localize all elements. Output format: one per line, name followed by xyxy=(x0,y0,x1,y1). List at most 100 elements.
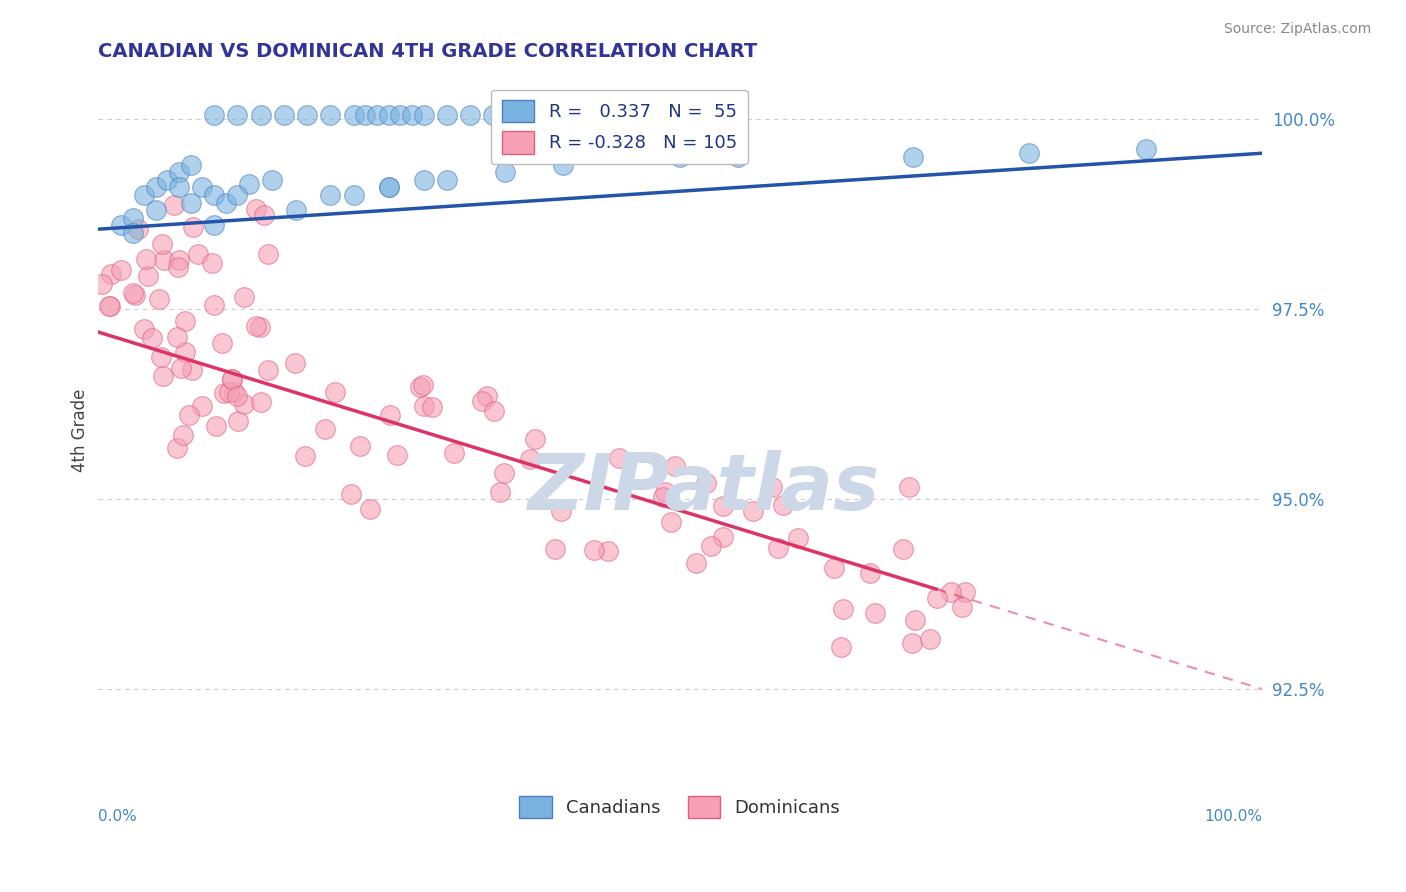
Y-axis label: 4th Grade: 4th Grade xyxy=(72,389,89,473)
Point xyxy=(340,487,363,501)
Point xyxy=(135,252,157,266)
Point xyxy=(238,177,260,191)
Point xyxy=(727,150,749,164)
Point xyxy=(489,485,512,500)
Point xyxy=(553,108,575,122)
Point xyxy=(191,180,214,194)
Point xyxy=(110,219,132,233)
Point xyxy=(359,502,381,516)
Point xyxy=(711,499,734,513)
Text: ZIPatlas: ZIPatlas xyxy=(527,450,879,525)
Point xyxy=(170,360,193,375)
Point xyxy=(202,219,225,233)
Point xyxy=(121,226,143,240)
Point xyxy=(222,384,245,399)
Point xyxy=(659,515,682,529)
Point xyxy=(742,504,765,518)
Point xyxy=(150,350,173,364)
Point xyxy=(221,372,243,386)
Point xyxy=(191,399,214,413)
Point xyxy=(645,108,668,122)
Point xyxy=(152,369,174,384)
Point xyxy=(471,393,494,408)
Point xyxy=(100,267,122,281)
Point xyxy=(215,195,238,210)
Point xyxy=(343,108,366,122)
Point xyxy=(173,314,195,328)
Point xyxy=(180,158,202,172)
Point xyxy=(284,203,307,218)
Point xyxy=(412,378,434,392)
Point xyxy=(598,544,620,558)
Text: Source: ZipAtlas.com: Source: ZipAtlas.com xyxy=(1223,22,1371,37)
Point xyxy=(136,269,159,284)
Point xyxy=(232,397,254,411)
Point xyxy=(772,498,794,512)
Point xyxy=(830,640,852,654)
Point xyxy=(377,108,399,122)
Point xyxy=(475,389,498,403)
Point xyxy=(273,108,295,122)
Point xyxy=(294,449,316,463)
Point xyxy=(529,108,551,122)
Point xyxy=(204,298,226,312)
Point xyxy=(950,600,973,615)
Point xyxy=(166,260,188,274)
Point xyxy=(898,480,921,494)
Point xyxy=(378,408,401,422)
Text: 100.0%: 100.0% xyxy=(1204,809,1263,824)
Point xyxy=(163,198,186,212)
Point xyxy=(323,385,346,400)
Point xyxy=(904,613,927,627)
Point xyxy=(436,108,458,122)
Point xyxy=(524,432,547,446)
Point xyxy=(226,414,249,428)
Point xyxy=(121,211,143,225)
Point xyxy=(669,150,692,164)
Point xyxy=(201,256,224,270)
Point xyxy=(901,150,924,164)
Point xyxy=(127,222,149,236)
Point xyxy=(166,330,188,344)
Point xyxy=(366,108,388,122)
Point xyxy=(349,439,371,453)
Point xyxy=(187,247,209,261)
Point xyxy=(314,422,336,436)
Point xyxy=(1018,146,1040,161)
Point xyxy=(150,237,173,252)
Point xyxy=(863,606,886,620)
Point xyxy=(156,173,179,187)
Point xyxy=(343,188,366,202)
Point xyxy=(506,108,529,122)
Point xyxy=(167,165,190,179)
Point xyxy=(685,556,707,570)
Point xyxy=(205,418,228,433)
Point xyxy=(1135,143,1157,157)
Point xyxy=(482,403,505,417)
Point xyxy=(766,541,789,556)
Point xyxy=(550,504,572,518)
Point xyxy=(654,485,676,500)
Point xyxy=(377,180,399,194)
Point xyxy=(284,356,307,370)
Point xyxy=(695,475,717,490)
Point xyxy=(202,108,225,122)
Point xyxy=(252,208,274,222)
Point xyxy=(249,108,271,122)
Point xyxy=(172,428,194,442)
Point xyxy=(90,277,112,291)
Point xyxy=(492,466,515,480)
Point xyxy=(939,584,962,599)
Point xyxy=(319,188,342,202)
Point xyxy=(607,451,630,466)
Point xyxy=(831,602,853,616)
Point xyxy=(226,389,249,403)
Point xyxy=(218,384,240,399)
Point xyxy=(98,299,121,313)
Point xyxy=(174,345,197,359)
Point xyxy=(212,385,235,400)
Point xyxy=(319,108,342,122)
Point xyxy=(955,585,977,599)
Point xyxy=(202,188,225,202)
Point xyxy=(110,263,132,277)
